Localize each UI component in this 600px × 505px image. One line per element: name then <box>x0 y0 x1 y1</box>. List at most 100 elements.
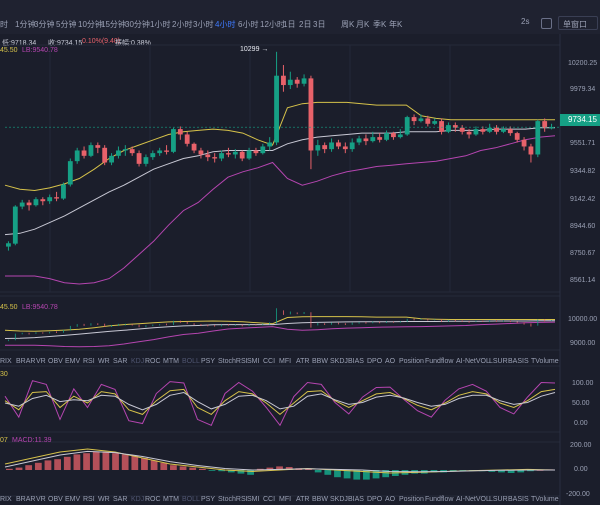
indicator-tab-atr[interactable]: ATR <box>296 358 310 365</box>
indicator-tab-rix[interactable]: RIX <box>0 358 12 365</box>
indicator-tab-emv[interactable]: EMV <box>65 358 81 365</box>
candle-body <box>6 243 11 247</box>
macd-bar <box>83 453 90 470</box>
chart-mode-select[interactable]: 单窗口 <box>558 16 598 30</box>
timeframe-16[interactable]: 周K <box>341 20 355 29</box>
indicator-tab-tvolume[interactable]: TVolume <box>531 496 559 503</box>
timeframe-14[interactable]: 2日 <box>299 20 312 29</box>
indicator-tab-ai-netvol[interactable]: AI-NetVOL <box>456 496 490 503</box>
candle-body <box>164 150 169 152</box>
indicator-tab-stochrsi[interactable]: StochRSI <box>218 496 248 503</box>
indicator-tab-cci[interactable]: CCI <box>263 358 276 365</box>
indicator-tab-smi[interactable]: SMI <box>247 358 260 365</box>
macd-bar <box>276 466 283 470</box>
indicator-tab-fundflow[interactable]: Fundflow <box>425 358 454 365</box>
macd-bar <box>237 470 245 474</box>
candle-body <box>514 133 520 140</box>
timeframe-15[interactable]: 3日 <box>313 20 326 29</box>
timeframe-18[interactable]: 季K <box>373 20 387 29</box>
indicator-tab-lsur[interactable]: LSUR <box>489 496 508 503</box>
indicator-tab-ao[interactable]: AO <box>385 358 396 365</box>
indicator-tab-dpo[interactable]: DPO <box>367 496 383 503</box>
layout-checkbox-icon[interactable] <box>541 18 552 29</box>
indicator-tab-skdj[interactable]: SKDJ <box>330 496 348 503</box>
timeframe-3[interactable]: 5分钟 <box>56 20 77 29</box>
timeframe-6[interactable]: 30分钟 <box>125 20 150 29</box>
candle-body <box>452 125 458 128</box>
indicator-tab-bias[interactable]: BIAS <box>348 496 364 503</box>
candle-body <box>439 121 444 132</box>
timeframe-13[interactable]: 1日 <box>283 20 296 29</box>
candle-body <box>253 150 259 154</box>
indicator-tab-mfi[interactable]: MFI <box>279 496 292 503</box>
indicator-tab-boll[interactable]: BOLL <box>182 496 200 503</box>
indicator-tab-vr[interactable]: VR <box>36 358 46 365</box>
indicator-tab-rsi[interactable]: RSI <box>83 358 95 365</box>
indicator-tab-rsi[interactable]: RSI <box>83 496 95 503</box>
indicator-tab-vr[interactable]: VR <box>36 496 46 503</box>
candle-body <box>274 75 279 143</box>
indicator-tab-lsur[interactable]: LSUR <box>489 358 508 365</box>
indicator-tab-emv[interactable]: EMV <box>65 496 81 503</box>
candle-body <box>191 143 197 151</box>
timeframe-17[interactable]: 月K <box>356 20 370 29</box>
indicator-tab-wr[interactable]: WR <box>98 358 110 365</box>
indicator-tab-ai-netvol[interactable]: AI-NetVOL <box>456 358 490 365</box>
indicator-tab-bias[interactable]: BIAS <box>348 358 364 365</box>
indicator-tab-basis[interactable]: BASIS <box>508 496 529 503</box>
y-label: 8944.60 <box>570 223 596 230</box>
timeframe-9[interactable]: 3小时 <box>193 20 214 29</box>
indicator-tab-atr[interactable]: ATR <box>296 496 310 503</box>
indicator-tab-rix[interactable]: RIX <box>0 496 12 503</box>
indicator-tab-roc[interactable]: ROC <box>145 496 161 503</box>
indicator-tab-skdj[interactable]: SKDJ <box>330 358 348 365</box>
indicator-tab-smi[interactable]: SMI <box>247 496 260 503</box>
macd-bar <box>141 458 148 470</box>
indicator-tab-mfi[interactable]: MFI <box>279 358 292 365</box>
indicator-tab-kdj[interactable]: KDJ <box>131 358 145 365</box>
indicator-tab-cci[interactable]: CCI <box>263 496 276 503</box>
candle-body <box>205 154 211 158</box>
timeframe-2[interactable]: 3分钟 <box>34 20 55 29</box>
timeframe-10[interactable]: 4小时 <box>215 20 236 29</box>
indicator-tab-boll[interactable]: BOLL <box>182 358 200 365</box>
indicator-tab-psy[interactable]: PSY <box>201 358 216 365</box>
indicator-tab-stochrsi[interactable]: StochRSI <box>218 358 248 365</box>
timeframe-5[interactable]: 15分钟 <box>101 20 126 29</box>
indicator-tab-kdj[interactable]: KDJ <box>131 496 145 503</box>
indicator-tab-mtm[interactable]: MTM <box>163 358 179 365</box>
boll-lb-value: LB:9540.78 <box>22 47 58 54</box>
indicator-tab-mtm[interactable]: MTM <box>163 496 179 503</box>
indicator-tab-ao[interactable]: AO <box>385 496 396 503</box>
timeframe-19[interactable]: 年K <box>389 20 403 29</box>
timeframe-7[interactable]: 1小时 <box>150 20 171 29</box>
indicator-tab-brar[interactable]: BRAR <box>16 358 36 365</box>
mini-boll-upper <box>4 316 555 332</box>
indicator-tab-sar[interactable]: SAR <box>113 358 128 365</box>
indicator-tab-wr[interactable]: WR <box>98 496 110 503</box>
timeframe-11[interactable]: 6小时 <box>238 20 259 29</box>
indicator-tab-dpo[interactable]: DPO <box>367 358 383 365</box>
indicator-tab-position[interactable]: Position <box>399 496 424 503</box>
indicator-tab-psy[interactable]: PSY <box>201 496 216 503</box>
y-label: 9000.00 <box>570 340 596 347</box>
indicator-tab-fundflow[interactable]: Fundflow <box>425 496 454 503</box>
indicator-tab-bbw[interactable]: BBW <box>312 496 328 503</box>
indicator-tab-obv[interactable]: OBV <box>48 496 63 503</box>
indicator-tab-roc[interactable]: ROC <box>145 358 161 365</box>
timeframe-4[interactable]: 10分钟 <box>78 20 103 29</box>
timeframe-1[interactable]: 1分钟 <box>15 20 36 29</box>
indicator-tab-sar[interactable]: SAR <box>113 496 128 503</box>
indicator-tab-obv[interactable]: OBV <box>48 358 63 365</box>
y-label: 10200.25 <box>568 60 598 67</box>
timeframe-0[interactable]: 分时 <box>0 20 8 29</box>
indicator-tab-brar[interactable]: BRAR <box>16 496 36 503</box>
indicator-tab-position[interactable]: Position <box>399 358 424 365</box>
timeframe-12[interactable]: 12小时 <box>260 20 285 29</box>
indicator-tab-basis[interactable]: BASIS <box>508 358 529 365</box>
timeframe-8[interactable]: 2小时 <box>172 20 193 29</box>
indicator-tab-bbw[interactable]: BBW <box>312 358 328 365</box>
indicator-tab-tvolume[interactable]: TVolume <box>531 358 559 365</box>
candle-body <box>542 121 548 128</box>
